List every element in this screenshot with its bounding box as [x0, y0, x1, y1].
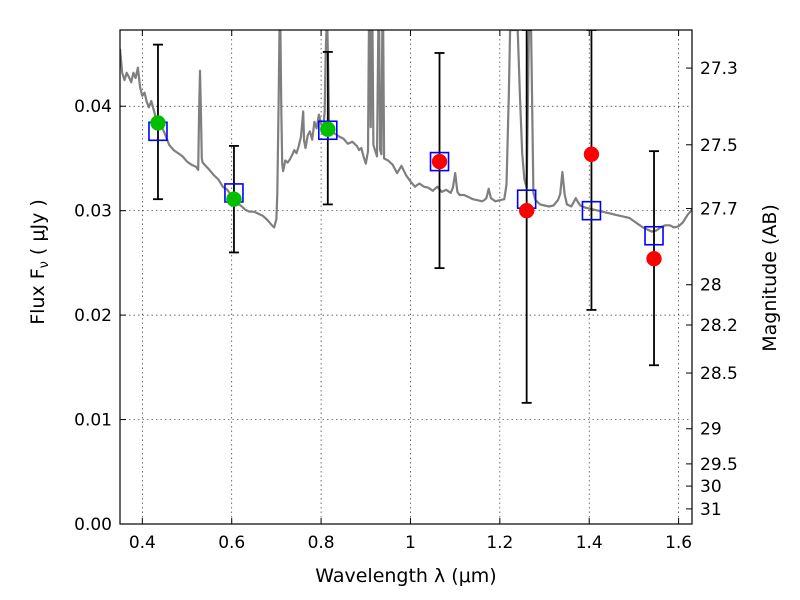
x-tick-label: 1: [405, 533, 416, 553]
x-tick-label: 0.4: [129, 533, 156, 553]
y2-tick-label: 28.5: [700, 364, 738, 384]
y-axis-label-unit: ( μJy ): [27, 199, 49, 255]
y2-tick-label: 29: [700, 420, 722, 440]
observed-flux-point: [150, 115, 166, 131]
y2-tick-label: 28.2: [700, 316, 738, 336]
x-tick-label: 1.2: [486, 533, 513, 553]
y-tick-label: 0.04: [74, 97, 112, 117]
observed-flux-point: [518, 202, 535, 219]
observed-flux-point: [226, 191, 242, 207]
y-tick-label: 0.03: [74, 202, 112, 222]
x-axis-label: Wavelength λ (μm): [315, 565, 496, 587]
y2-tick-label: 27.5: [700, 136, 738, 156]
y2-tick-label: 28: [700, 276, 722, 296]
y-axis-label: Flux Fν ( μJy ): [27, 199, 52, 325]
model-spectrum-layer: [120, 30, 692, 233]
x-tick-label: 1.4: [576, 533, 603, 553]
y2-tick-label: 27.3: [700, 59, 738, 79]
y2-tick-label: 30: [700, 477, 722, 497]
x-tick-label: 0.8: [308, 533, 335, 553]
y2-tick-label: 27.7: [700, 200, 738, 220]
observed-flux-point: [646, 250, 662, 267]
y-tick-label: 0.02: [74, 306, 112, 326]
model-band-square-marker: [644, 225, 664, 246]
y-tick-label: 0.00: [74, 515, 112, 535]
y2-axis-label: Magnitude (AB): [759, 204, 781, 352]
y-axis-label-main: Flux F: [27, 268, 49, 324]
model-spectrum-line: [120, 30, 692, 233]
observed-flux-point: [583, 146, 600, 163]
y2-tick-label: 29.5: [700, 455, 738, 475]
model-band-square-marker: [317, 120, 338, 141]
x-tick-label: 1.6: [665, 533, 692, 553]
model-band-square-marker: [429, 151, 450, 172]
marker-layer: [148, 115, 664, 267]
observed-flux-point: [320, 121, 336, 137]
grid-layer: [120, 30, 692, 525]
y-tick-label: 0.01: [74, 411, 112, 431]
tick-layer: 0.4 0.6 0.8 1 1.2 1.4 1.6 0.00 0.01 0.02 0.03 0.04 2…: [74, 30, 738, 553]
y-axis-label-subscript: ν: [37, 261, 52, 268]
model-band-square-marker: [581, 200, 602, 221]
observed-flux-point: [431, 153, 448, 170]
x-tick-label: 0.6: [218, 533, 245, 553]
y2-tick-label: 31: [700, 500, 722, 520]
plot-frame: [119, 29, 693, 525]
